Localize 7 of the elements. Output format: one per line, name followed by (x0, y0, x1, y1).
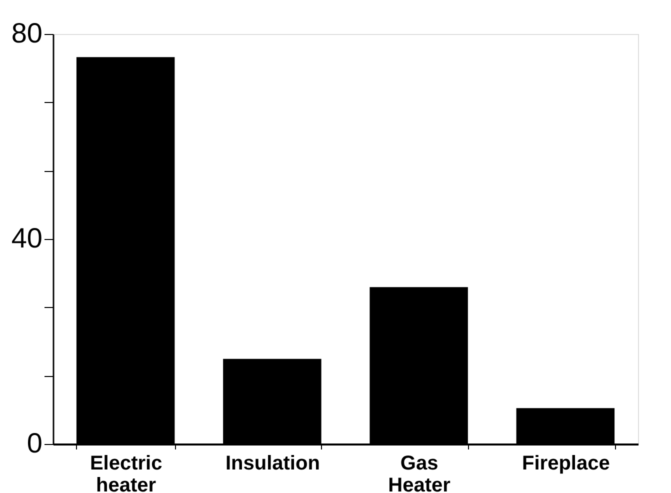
x-tick-label: Electric heater (90, 452, 162, 493)
y-tick-label: 80 (11, 18, 42, 48)
y-tick-label: 0 (26, 428, 42, 458)
y-tick-label: 40 (11, 222, 42, 254)
x-tick-label: Insulation (225, 452, 320, 474)
x-tick-label: Fireplace (522, 452, 610, 474)
x-tick-label: Gas Heater (388, 452, 451, 493)
